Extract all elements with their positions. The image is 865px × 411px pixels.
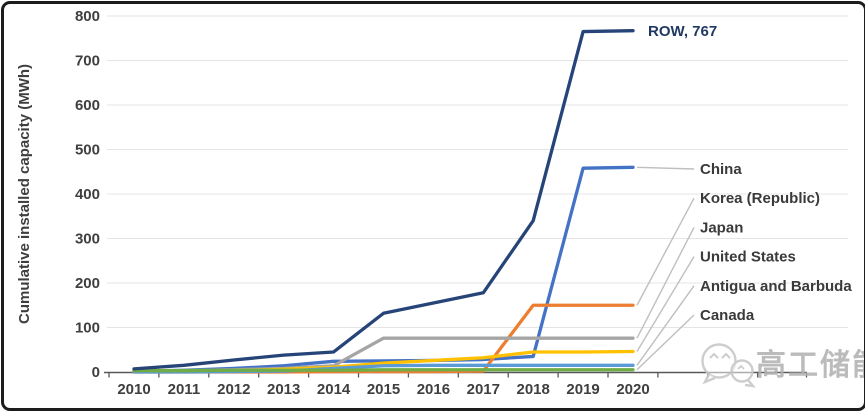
series-line-row	[134, 31, 633, 369]
x-axis-tick-labels: 2010 2011 2012 2013 2014 2015 2016 2017 2018 2019…	[117, 381, 649, 398]
leader-line-china	[637, 167, 694, 169]
watermark: 高工储能	[703, 345, 865, 387]
leader-lines	[637, 167, 694, 369]
right-label-canada: Canada	[700, 307, 755, 324]
y-tick-label-700: 700	[75, 53, 100, 70]
right-label-antigua-and-barbuda: Antigua and Barbuda	[700, 278, 852, 295]
series-lines	[134, 31, 633, 372]
x-tick-label-2011: 2011	[168, 381, 201, 398]
right-label-korea-republic: Korea (Republic)	[700, 190, 820, 207]
y-axis-tick-labels: 0 100 200 300 400 500 600 700 800	[75, 8, 100, 381]
y-tick-label-0: 0	[92, 364, 100, 381]
series-end-labels: China Korea (Republic) Japan United States A…	[648, 23, 852, 324]
leader-line-korea-republic	[637, 198, 694, 305]
x-tick-label-2010: 2010	[117, 381, 150, 398]
y-tick-label-300: 300	[75, 231, 100, 248]
x-tick-label-2018: 2018	[517, 381, 550, 398]
right-label-china: China	[700, 161, 742, 178]
inline-label-row: ROW, 767	[648, 23, 717, 40]
y-tick-label-600: 600	[75, 97, 100, 114]
series-line-canada	[134, 370, 633, 371]
x-tick-label-2019: 2019	[566, 381, 599, 398]
x-tick-label-2015: 2015	[367, 381, 400, 398]
y-tick-label-800: 800	[75, 8, 100, 25]
watermark-text: 高工储能	[756, 349, 865, 382]
y-axis-title: Cumulative installed capacity (MWh)	[16, 64, 33, 324]
y-tick-label-400: 400	[75, 186, 100, 203]
x-tick-label-2017: 2017	[467, 381, 500, 398]
x-tick-label-2020: 2020	[616, 381, 649, 398]
y-tick-label-500: 500	[75, 142, 100, 159]
leader-line-antigua-and-barbuda	[637, 286, 694, 366]
x-tick-label-2016: 2016	[417, 381, 450, 398]
right-label-united-states: United States	[700, 249, 796, 266]
x-tick-label-2012: 2012	[217, 381, 250, 398]
leader-line-canada	[637, 315, 694, 370]
wechat-style-chat-bubbles-icon	[703, 345, 754, 387]
x-tick-label-2013: 2013	[267, 381, 300, 398]
leader-line-united-states	[637, 257, 694, 352]
y-tick-label-100: 100	[75, 320, 100, 337]
y-tick-label-200: 200	[75, 275, 100, 292]
right-label-japan: Japan	[700, 219, 743, 236]
x-tick-label-2014: 2014	[317, 381, 351, 398]
series-line-china	[134, 167, 633, 371]
